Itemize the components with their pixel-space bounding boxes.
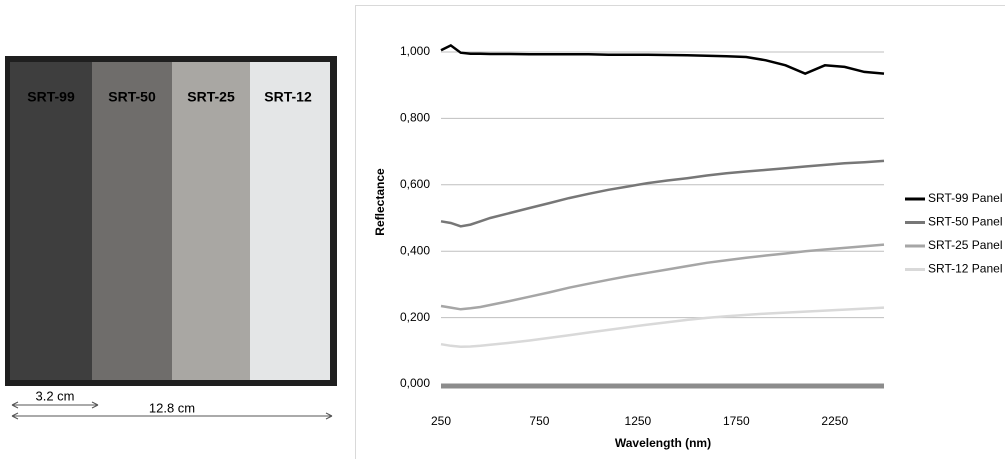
y-tick-label: 0,600: [400, 177, 430, 191]
legend-label: SRT-50 Panel: [928, 215, 1003, 229]
y-tick-label: 0,400: [400, 243, 430, 257]
x-axis-label: Wavelength (nm): [615, 436, 711, 450]
panel-photo: SRT-99 SRT-50 SRT-25 SRT-12 3.2 cm 12.8 …: [5, 56, 337, 420]
arrow-head: [11, 412, 333, 420]
y-tick-label: 0,200: [400, 310, 430, 324]
x-tick-label: 2250: [821, 414, 848, 428]
panel: [172, 62, 250, 380]
y-tick-label: 1,000: [400, 44, 430, 58]
x-tick-label: 1250: [625, 414, 652, 428]
series-line: [440, 306, 885, 349]
series-line: [440, 243, 885, 311]
legend-label: SRT-25 Panel: [928, 238, 1003, 252]
panel-label: SRT-99: [27, 89, 75, 105]
panel: [92, 62, 172, 380]
panel-label: SRT-50: [108, 89, 156, 105]
arrow-head: [11, 401, 99, 409]
panel-label: SRT-12: [264, 89, 312, 105]
x-tick-label: 250: [431, 414, 451, 428]
panel-label: SRT-25: [187, 89, 235, 105]
panel: [10, 62, 92, 380]
chart-frame: [355, 5, 1005, 459]
x-tick-label: 750: [529, 414, 549, 428]
dimension-label: 3.2 cm: [35, 388, 74, 403]
series-line: [440, 159, 885, 228]
y-axis-label: Reflectance: [373, 168, 387, 236]
legend-label: SRT-99 Panel: [928, 191, 1003, 205]
y-tick-label: 0,800: [400, 111, 430, 125]
x-tick-label: 1750: [723, 414, 750, 428]
dimension-label: 12.8 cm: [149, 400, 195, 415]
panel: [250, 62, 330, 380]
legend-label: SRT-12 Panel: [928, 262, 1003, 276]
y-tick-label: 0,000: [400, 376, 430, 390]
series-line: [440, 43, 885, 75]
